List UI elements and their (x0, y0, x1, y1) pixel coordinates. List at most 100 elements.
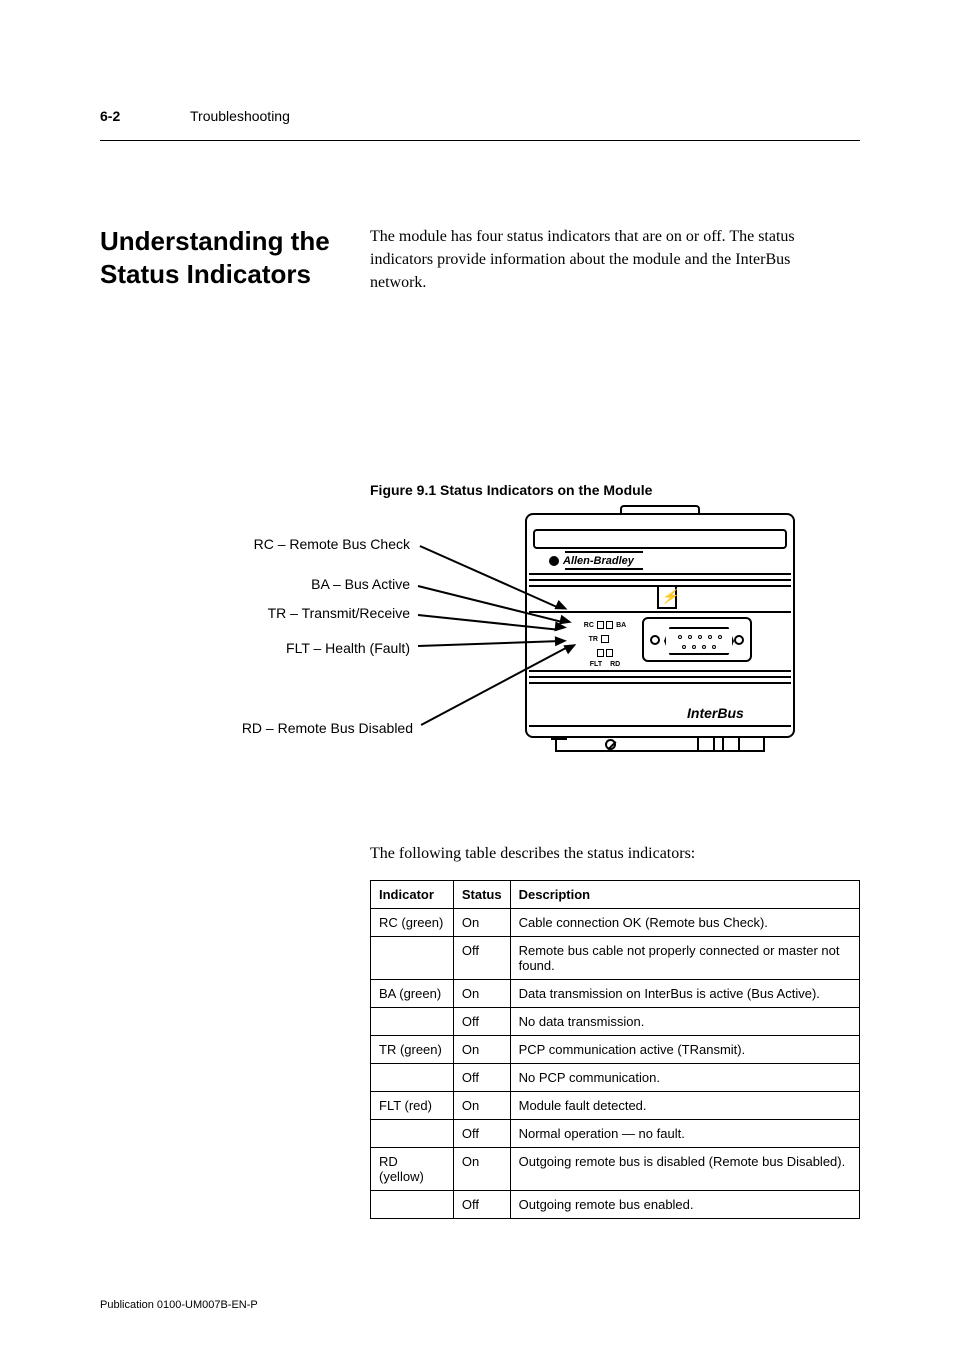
table-row: OffRemote bus cable not properly connect… (371, 937, 860, 980)
rail-slot (697, 738, 715, 752)
brand-text: Allen-Bradley (563, 555, 634, 567)
table-cell: Data transmission on InterBus is active … (510, 980, 859, 1008)
device-hline (529, 725, 791, 727)
rail-screw-icon (605, 739, 616, 750)
table-cell: RD (yellow) (371, 1148, 454, 1191)
device-hline (529, 573, 791, 575)
table-cell (371, 1008, 454, 1036)
table-cell: Cable connection OK (Remote bus Check). (510, 909, 859, 937)
table-cell: FLT (red) (371, 1092, 454, 1120)
header-rule (100, 140, 860, 141)
led-row-1: RC BA (582, 618, 628, 632)
allen-bradley-logo: Allen-Bradley (549, 555, 634, 567)
callout-ba-label: BA – Bus Active (311, 576, 410, 592)
callout-rd: RD – Remote Bus Disabled (238, 720, 413, 736)
callout-tr-label: TR – Transmit/Receive (268, 605, 410, 621)
connector-dshell (664, 627, 734, 655)
table-cell: On (453, 1148, 510, 1191)
led-label-rc: RC (582, 622, 594, 629)
led-row-3 (582, 646, 628, 660)
table-cell: BA (green) (371, 980, 454, 1008)
status-indicator-table: Indicator Status Description RC (green)O… (370, 880, 860, 1219)
table-cell: On (453, 1092, 510, 1120)
table-cell: PCP communication active (TRansmit). (510, 1036, 859, 1064)
table-cell: On (453, 980, 510, 1008)
device-top-rail (533, 529, 787, 549)
led-label-flt: FLT (590, 661, 602, 668)
header-title: Troubleshooting (190, 108, 290, 124)
table-cell: Module fault detected. (510, 1092, 859, 1120)
footer-publication: Publication 0100-UM007B-EN-P (100, 1299, 258, 1311)
table-row: RD (yellow)OnOutgoing remote bus is disa… (371, 1148, 860, 1191)
table-row: OffNo data transmission. (371, 1008, 860, 1036)
led-label-rd: RD (610, 661, 620, 668)
bottom-rail (555, 738, 765, 752)
led-flt (597, 649, 604, 657)
intro-paragraph: The module has four status indicators th… (370, 225, 850, 295)
table-cell: TR (green) (371, 1036, 454, 1064)
table-cell: On (453, 1036, 510, 1064)
table-row: OffOutgoing remote bus enabled. (371, 1191, 860, 1219)
th-status: Status (453, 881, 510, 909)
table-row: FLT (red)OnModule fault detected. (371, 1092, 860, 1120)
pin-row (678, 635, 722, 639)
table-cell: Off (453, 1064, 510, 1092)
callout-tr: TR – Transmit/Receive (260, 605, 410, 621)
table-row: RC (green)OnCable connection OK (Remote … (371, 909, 860, 937)
table-cell: Normal operation — no fault. (510, 1120, 859, 1148)
table-row: BA (green)OnData transmission on InterBu… (371, 980, 860, 1008)
table-cell: Off (453, 1008, 510, 1036)
callout-rc-label: RC – Remote Bus Check (254, 536, 410, 552)
th-description: Description (510, 881, 859, 909)
table-cell (371, 1191, 454, 1219)
table-row: TR (green)OnPCP communication active (TR… (371, 1036, 860, 1064)
table-cell: Outgoing remote bus enabled. (510, 1191, 859, 1219)
device-hline (529, 611, 791, 613)
callout-flt: FLT – Health (Fault) (280, 640, 410, 656)
callout-rc: RC – Remote Bus Check (210, 536, 410, 552)
led-ba (606, 621, 613, 629)
table-cell: Off (453, 1120, 510, 1148)
led-bottom-labels: FLT RD (582, 661, 628, 668)
hazard-icon: ⚡ (657, 587, 677, 609)
led-label-ba: BA (616, 622, 628, 629)
th-indicator: Indicator (371, 881, 454, 909)
page-number: 6-2 (100, 108, 120, 124)
interbus-label: InterBus (687, 705, 744, 721)
connector-screw (650, 635, 660, 645)
logo-dot-icon (549, 556, 559, 566)
callout-rd-label: RD – Remote Bus Disabled (242, 720, 413, 736)
table-cell: Off (453, 937, 510, 980)
table-intro: The following table describes the status… (370, 845, 695, 863)
led-row-2: TR (582, 632, 628, 646)
table-row: OffNormal operation — no fault. (371, 1120, 860, 1148)
table-cell: Outgoing remote bus is disabled (Remote … (510, 1148, 859, 1191)
table-body: RC (green)OnCable connection OK (Remote … (371, 909, 860, 1219)
device-hline (529, 670, 791, 672)
table-cell: No PCP communication. (510, 1064, 859, 1092)
led-label-tr: TR (584, 636, 598, 643)
led-rc (597, 621, 604, 629)
table-cell: No data transmission. (510, 1008, 859, 1036)
callout-flt-label: FLT – Health (Fault) (286, 640, 410, 656)
rail-slot (722, 738, 740, 752)
table-cell: On (453, 909, 510, 937)
table-row: OffNo PCP communication. (371, 1064, 860, 1092)
callout-ba: BA – Bus Active (310, 576, 410, 592)
led-rd (606, 649, 613, 657)
section-title: Understanding the Status Indicators (100, 225, 350, 290)
ab-underline (565, 568, 643, 570)
connector-screw (734, 635, 744, 645)
device-outline: Allen-Bradley ⚡ RC BA TR (525, 513, 795, 738)
ab-overline (565, 551, 643, 553)
table-head: Indicator Status Description (371, 881, 860, 909)
table-cell: Remote bus cable not properly connected … (510, 937, 859, 980)
device-hline (529, 676, 791, 678)
device-hline (529, 682, 791, 684)
device-diagram: Allen-Bradley ⚡ RC BA TR (525, 505, 795, 755)
device-top-tab (620, 505, 700, 513)
pin-row (682, 645, 716, 649)
dsub-connector (642, 617, 752, 662)
figure-caption: Figure 9.1 Status Indicators on the Modu… (370, 480, 850, 500)
table-cell (371, 937, 454, 980)
